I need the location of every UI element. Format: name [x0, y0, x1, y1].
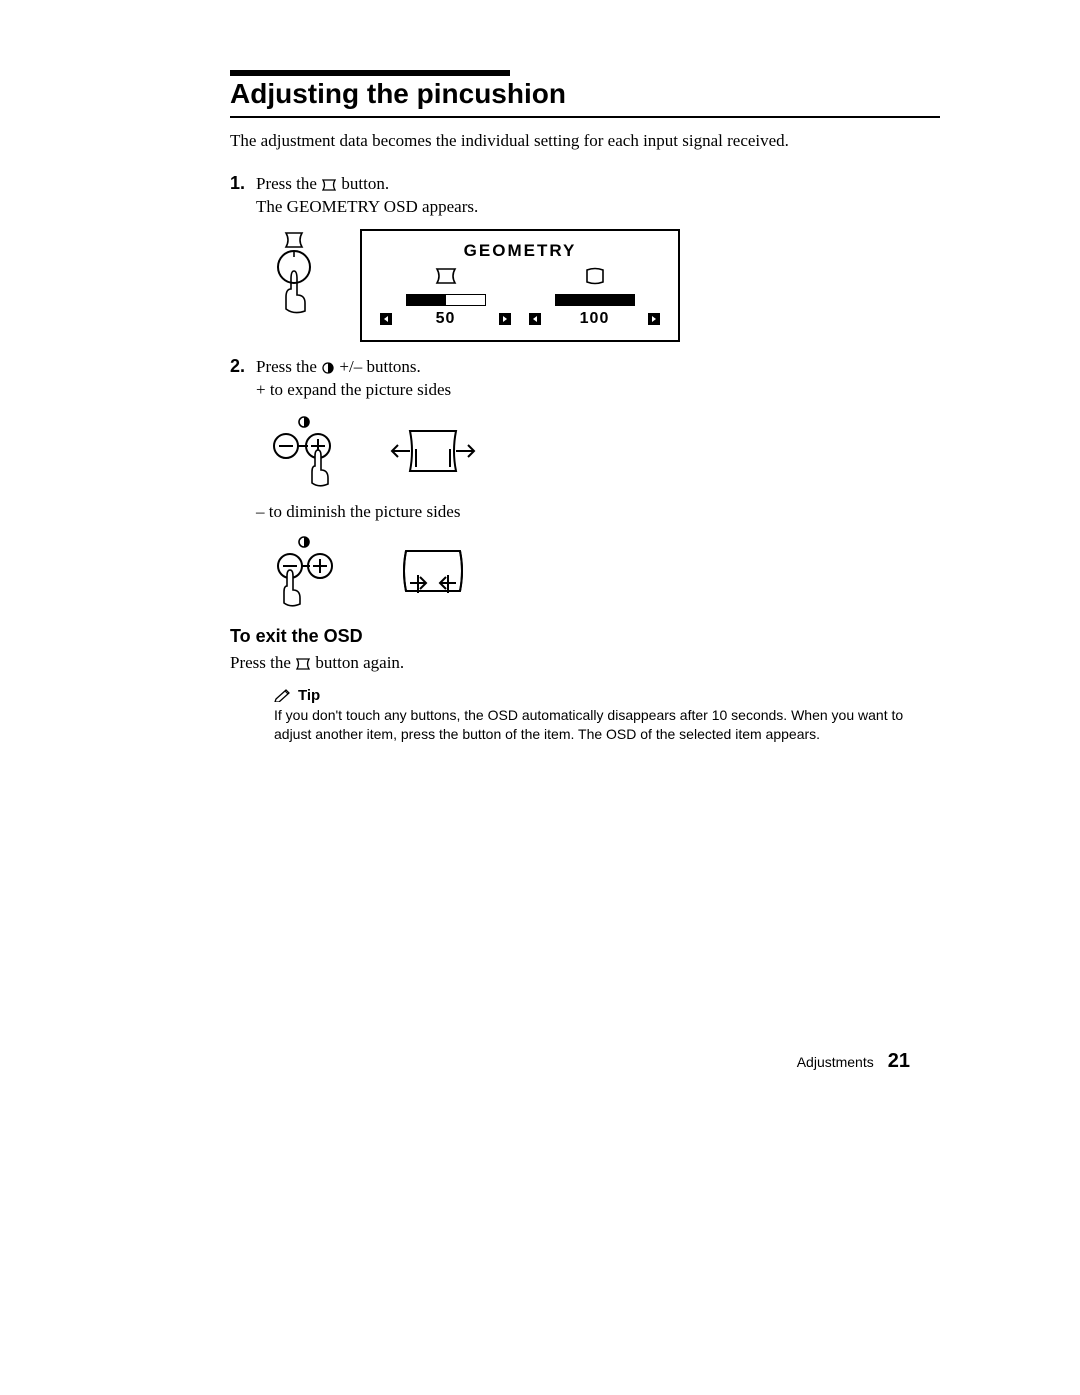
step-1-line1a: Press the: [256, 174, 321, 193]
osd-left-slider: [406, 294, 486, 306]
step-2: 2. Press the +/– buttons. + to expand th…: [230, 356, 940, 402]
step-1: 1. Press the button. The GEOMETRY OSD ap…: [230, 173, 940, 219]
pincushion-button-icon: [322, 179, 336, 191]
expand-diagram: [270, 412, 940, 490]
step-2-expand: + to expand the picture sides: [256, 380, 451, 399]
osd-right-slider: [555, 294, 635, 306]
page-title: Adjusting the pincushion: [230, 78, 940, 118]
geometry-osd: GEOMETRY 50: [360, 229, 680, 342]
step-1-line2: The GEOMETRY OSD appears.: [256, 197, 478, 216]
step-2-body: Press the +/– buttons. + to expand the p…: [256, 356, 451, 402]
tip-label: Tip: [274, 687, 940, 704]
press-button-icon: [264, 229, 324, 317]
footer-page-num: 21: [888, 1050, 910, 1073]
left-arrow-icon: [529, 313, 541, 325]
pincushion-button-icon: [296, 658, 310, 670]
barrel-icon: [584, 267, 606, 285]
expand-screen-icon: [388, 423, 478, 479]
osd-right-value: 100: [545, 310, 644, 328]
exit-text: Press the button again.: [230, 653, 940, 673]
step-2-line1b: +/– buttons.: [339, 357, 420, 376]
intro-text: The adjustment data becomes the individu…: [230, 130, 940, 153]
osd-title: GEOMETRY: [380, 241, 660, 261]
step-2-num: 2.: [230, 356, 256, 402]
step-2-diminish: – to diminish the picture sides: [256, 502, 940, 522]
osd-left-col: 50: [380, 267, 511, 328]
step-1-num: 1.: [230, 173, 256, 219]
contrast-button-icon: [322, 362, 334, 374]
right-arrow-icon: [648, 313, 660, 325]
osd-left-value: 50: [396, 310, 495, 328]
tip-text: If you don't touch any buttons, the OSD …: [274, 706, 940, 744]
pencil-icon: [274, 688, 292, 702]
pincushion-icon: [435, 267, 457, 285]
osd-right-col: 100: [529, 267, 660, 328]
left-arrow-icon: [380, 313, 392, 325]
footer-section: Adjustments: [797, 1054, 874, 1070]
step-2-line1a: Press the: [256, 357, 321, 376]
diminish-diagram: [270, 532, 940, 610]
right-arrow-icon: [499, 313, 511, 325]
exit-heading: To exit the OSD: [230, 626, 940, 647]
diminish-screen-icon: [388, 543, 478, 599]
tip-block: Tip If you don't touch any buttons, the …: [274, 687, 940, 744]
press-minus-icon: [270, 532, 348, 610]
step-1-line1b: button.: [341, 174, 389, 193]
press-plus-icon: [270, 412, 348, 490]
step-1-diagram: GEOMETRY 50: [264, 229, 940, 342]
page-footer: Adjustments 21: [797, 1050, 910, 1073]
title-rule: [230, 70, 510, 76]
step-1-body: Press the button. The GEOMETRY OSD appea…: [256, 173, 478, 219]
